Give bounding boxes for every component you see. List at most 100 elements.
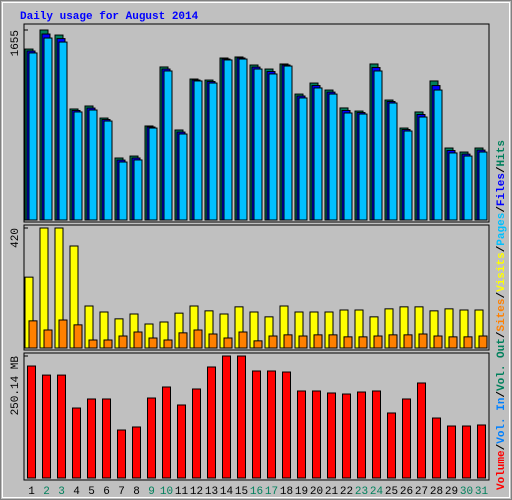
bar: [402, 398, 411, 479]
x-tick-label: 31: [475, 486, 489, 498]
bar: [148, 127, 158, 221]
x-tick-label: 27: [415, 486, 428, 498]
bar: [298, 97, 308, 221]
x-tick-label: 22: [340, 486, 353, 498]
bar: [193, 80, 203, 221]
bar: [313, 87, 323, 221]
bar: [283, 334, 293, 349]
legend-separator: /: [496, 443, 508, 450]
bar: [208, 82, 218, 221]
x-tick-label: 12: [190, 486, 203, 498]
bar: [237, 355, 246, 479]
bar: [87, 398, 96, 479]
bar: [162, 386, 171, 479]
x-tick-label: 3: [58, 486, 65, 498]
bar: [268, 335, 278, 349]
bar: [327, 392, 336, 479]
x-tick-label: 28: [430, 486, 443, 498]
legend: Volume/Vol. In/Vol. Out/Sites/Visits/Pag…: [496, 140, 508, 490]
legend-separator: /: [496, 245, 508, 252]
x-tick-label: 1: [28, 486, 35, 498]
x-tick-label: 5: [88, 486, 95, 498]
bar: [478, 335, 488, 349]
bar: [223, 337, 233, 349]
legend-entry: Vol. In: [496, 398, 508, 444]
legend-separator: /: [496, 331, 508, 338]
x-tick-label: 9: [148, 486, 155, 498]
x-tick-label: 21: [325, 486, 339, 498]
bar: [358, 336, 368, 349]
bar: [297, 390, 306, 479]
bar: [192, 388, 201, 479]
bar: [387, 412, 396, 479]
bar: [418, 116, 428, 221]
bar: [433, 335, 443, 349]
bar: [343, 112, 353, 221]
bar: [447, 425, 456, 479]
bar: [252, 370, 261, 479]
x-tick-label: 19: [295, 486, 308, 498]
bar: [388, 102, 398, 221]
bar: [328, 93, 338, 221]
bar: [88, 109, 98, 221]
bar: [102, 398, 111, 479]
x-tick-label: 29: [445, 486, 458, 498]
bar: [163, 70, 173, 221]
bar: [73, 324, 83, 349]
bar: [132, 426, 141, 479]
bar: [448, 336, 458, 349]
bar: [118, 335, 128, 349]
bar: [118, 161, 128, 221]
bar: [223, 59, 233, 221]
bar: [373, 335, 383, 349]
bar: [478, 151, 488, 221]
bar: [253, 68, 263, 221]
x-tick-label: 11: [175, 486, 189, 498]
bar: [417, 382, 426, 479]
bar: [178, 332, 188, 349]
legend-entry: Sites: [496, 299, 508, 332]
x-tick-label: 2: [43, 486, 50, 498]
bar: [208, 333, 218, 349]
bar: [163, 339, 173, 349]
bar: [72, 407, 81, 479]
chart-title: Daily usage for August 2014: [20, 11, 199, 23]
legend-separator: /: [496, 166, 508, 173]
bar: [268, 73, 278, 221]
bar: [357, 391, 366, 479]
bar: [253, 340, 263, 349]
bar: [298, 335, 308, 349]
legend-entry: Hits: [496, 140, 508, 166]
bar: [358, 113, 368, 221]
bar: [178, 133, 188, 221]
bar: [342, 393, 351, 479]
bar: [57, 374, 66, 479]
bar: [403, 130, 413, 221]
bar: [282, 371, 291, 479]
x-tick-label: 8: [133, 486, 140, 498]
bar: [463, 336, 473, 349]
bar: [463, 155, 473, 221]
bar: [403, 334, 413, 349]
y-tick-label: 250.14 MB: [10, 356, 22, 416]
legend-entry: Volume: [496, 450, 508, 490]
legend-separator: /: [496, 391, 508, 398]
bar: [88, 339, 98, 349]
bar: [313, 334, 323, 349]
legend-separator: /: [496, 292, 508, 299]
x-tick-label: 26: [400, 486, 413, 498]
x-tick-label: 24: [370, 486, 384, 498]
bar: [267, 370, 276, 479]
bar: [58, 319, 68, 349]
bar: [462, 425, 471, 479]
x-tick-label: 16: [250, 486, 263, 498]
bar: [73, 111, 83, 221]
bar: [238, 331, 248, 349]
bar: [193, 329, 203, 349]
bar: [28, 52, 38, 221]
legend-entry: Vol. Out: [496, 338, 508, 391]
bar: [207, 366, 216, 479]
legend-entry: Visits: [496, 252, 508, 292]
